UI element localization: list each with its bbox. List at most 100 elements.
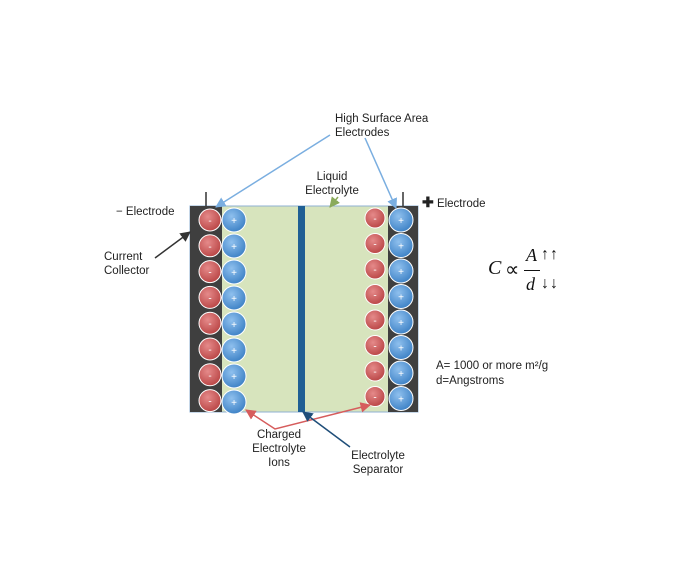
negative-ion-right-sign: - [373,291,376,302]
high-surface-area-label: High Surface Area Electrodes [335,112,428,140]
area-note: A= 1000 or more m²/g [436,360,549,372]
negative-ion-right [364,258,386,280]
negative-ion-right [364,309,386,331]
positive-ion-left [221,285,247,311]
negative-ion-right [364,207,386,229]
ions-line-1: Charged [256,429,302,441]
hsa-arrow-left [215,134,331,208]
positive-ion-left [221,259,247,285]
formula-fraction-bar [524,270,540,271]
formula-notes: A= 1000 or more m²/g d=Angstroms [436,359,548,389]
current-collector-arrow [154,231,191,259]
positive-ion-left-sign: + [231,398,237,409]
negative-ion-left [198,260,222,284]
positive-ion-right-sign: + [398,216,404,227]
negative-ion-left-sign: - [208,293,211,304]
negative-ion-left [198,389,222,413]
distance-note: d=Angstroms [436,375,505,387]
capacitance-formula: C ∝ A d ↑↑ ↓↓ [488,243,578,303]
negative-electrode-label: − Electrode [116,206,175,218]
negative-ion-left [198,311,222,335]
positive-ion-left-sign: + [231,242,237,253]
negative-ion-left-sign: - [208,371,211,382]
current-collector-label: Current Collector [104,250,149,278]
ions-line-3: Ions [268,457,290,469]
hsa-line-2: Electrodes [335,127,390,139]
positive-ion-right [388,335,414,360]
positive-ion-right-sign: + [398,369,404,380]
ions-group: - - - - - - - - + + + + + + + + - - - - - - - - + + + + + + + + [198,207,414,415]
negative-ion-left [198,234,222,258]
negative-ion-right-sign: - [373,393,376,404]
negative-ion-right [364,284,386,305]
positive-ion-right-sign: + [398,267,404,278]
cc-line-2: Collector [104,265,150,277]
negative-ion-left-sign: - [208,319,211,330]
negative-ion-left-sign: - [208,397,211,408]
positive-ion-left-sign: + [231,320,237,331]
sep-line-1: Electrolyte [351,450,405,462]
negative-ion-right-sign: - [373,367,376,378]
positive-electrode-label: ✚ Electrode [422,195,486,211]
electrolyte-separator [298,206,305,412]
positive-ion-right [388,233,414,258]
negative-ion-left-sign: - [208,268,211,279]
hsa-arrow-right [364,137,397,209]
negative-ion-left [198,285,222,309]
charged-ions-arrows [245,402,372,430]
negative-ion-right [364,360,386,382]
separator-label: Electrolyte Separator [346,449,410,477]
negative-ion-right [364,386,386,407]
negative-ion-right [364,233,386,254]
negative-ion-right-sign: - [373,214,376,225]
negative-ion-right-sign: - [373,342,376,353]
plus-icon: ✚ [422,194,434,210]
positive-ion-right [388,284,414,309]
negative-ion-left-sign: - [208,345,211,356]
cc-line-1: Current [104,251,143,263]
ions-line-2: Electrolyte [252,443,306,455]
separator-arrow [302,411,351,448]
liquid-electrolyte-label: Liquid Electrolyte [304,170,360,198]
negative-ion-right [364,335,386,356]
positive-ion-left [221,311,247,337]
positive-ion-right-sign: + [398,395,404,406]
liquid-electrolyte-arrow [329,196,341,208]
liquid-line-1: Liquid [316,171,348,183]
positive-ion-left [221,363,247,389]
negative-ion-left [198,337,222,361]
positive-ion-left-sign: + [231,294,237,305]
positive-ion-right-sign: + [398,318,404,329]
formula-capacitance: C [488,257,502,279]
negative-ion-left [198,208,222,232]
negative-ion-right-sign: - [373,265,376,276]
negative-ion-right-sign: - [373,240,376,251]
charged-ions-label: Charged Electrolyte Ions [248,428,310,470]
negative-ion-right-sign: - [373,316,376,327]
formula-proportional: ∝ [505,259,520,281]
positive-ion-right-sign: + [398,344,404,355]
positive-ion-right [388,386,414,411]
positive-ion-right-sign: + [398,242,404,253]
positive-ion-left [221,207,247,233]
positive-ion-right [388,309,414,335]
liquid-line-2: Electrolyte [305,185,359,197]
positive-electrode-text: Electrode [436,198,486,210]
hsa-line-1: High Surface Area [335,113,429,125]
positive-ion-left [221,233,247,259]
positive-ion-right [388,360,414,386]
sep-line-2: Separator [352,464,404,476]
positive-ion-left-sign: + [231,372,237,383]
positive-ion-left-sign: + [231,346,237,357]
positive-ion-left [221,337,247,363]
positive-ion-right [388,207,414,233]
formula-down-arrows: ↓↓ [541,275,559,292]
negative-ion-left [198,363,222,387]
formula-numerator: A [526,245,537,265]
formula-denominator: d [526,274,535,294]
positive-ion-left-sign: + [231,216,237,227]
negative-ion-left-sign: - [208,242,211,253]
formula-up-arrows: ↑↑ [541,246,559,263]
positive-ion-right [388,258,414,284]
